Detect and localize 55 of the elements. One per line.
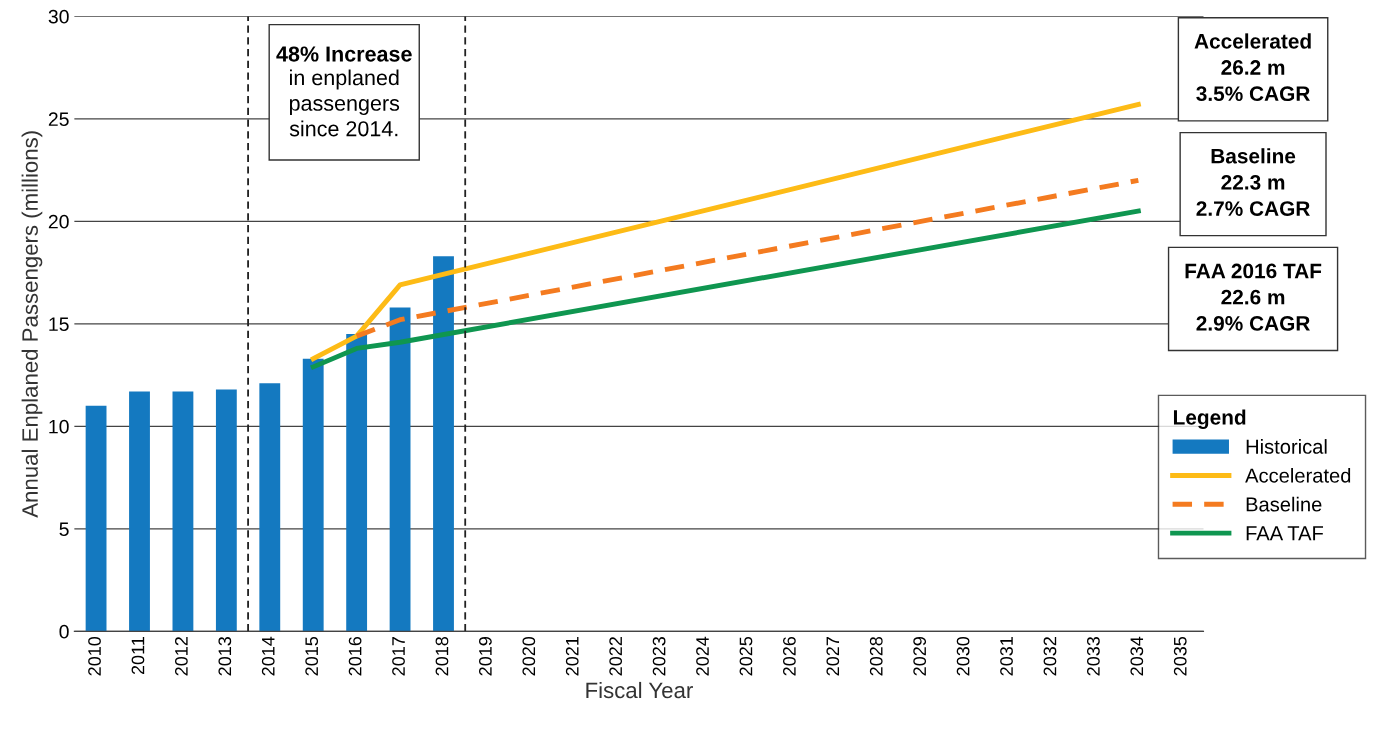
bar [215, 389, 237, 632]
x-tick-label: 2023 [652, 636, 666, 676]
x-tick-label: 2013 [218, 636, 232, 676]
x-tick-label: 2035 [1173, 636, 1187, 676]
x-tick-label: 2018 [435, 636, 449, 676]
x-tick-label: 2011 [131, 637, 145, 675]
bar [85, 405, 107, 632]
x-tick-label: 2024 [696, 636, 709, 676]
bar [129, 391, 150, 632]
x-tick-label: 2015 [305, 636, 319, 676]
x-tick-label: 2031 [1000, 637, 1013, 676]
y-tick-label: 25 [48, 112, 69, 127]
y-tick-label: 10 [49, 419, 69, 434]
y-tick-label: 5 [59, 522, 69, 537]
x-tick-label: 2016 [348, 636, 362, 676]
x-axis-title: Fiscal Year [586, 681, 693, 699]
y-axis-title: Annual Enplaned Passengers (millions) [21, 131, 43, 518]
x-tick-label: 2029 [913, 637, 927, 676]
annotation: Accelerated 26.2 m 3.5% CAGR [1194, 33, 1311, 102]
legend-label: Historical [1246, 439, 1327, 454]
bar [302, 358, 324, 632]
bar [172, 391, 194, 632]
bar [433, 256, 454, 632]
legend-title: Legend [1173, 409, 1246, 429]
x-tick-label: 2017 [392, 637, 405, 676]
annotation: in enplaned passengers since 2014. [289, 69, 400, 137]
legend-label: Accelerated [1245, 467, 1351, 483]
legend-label: FAA TAF [1246, 526, 1324, 541]
x-tick-label: 2025 [739, 636, 753, 676]
x-tick-label: 2033 [1086, 636, 1100, 676]
x-tick-label: 2026 [782, 636, 796, 676]
y-tick-label: 20 [48, 214, 69, 229]
x-tick-label: 2019 [478, 637, 492, 676]
annotation: FAA 2016 TAF 22.6 m 2.9% CAGR [1185, 263, 1322, 331]
bar [389, 307, 411, 632]
x-tick-label: 2010 [88, 636, 101, 676]
x-tick-label: 2034 [1130, 636, 1144, 676]
y-tick-label: 0 [59, 624, 69, 639]
line-series [310, 208, 1141, 370]
x-tick-label: 2012 [174, 637, 188, 676]
bar [346, 334, 368, 632]
x-tick-label: 2014 [261, 636, 275, 676]
x-tick-label: 2028 [869, 636, 883, 676]
x-tick-label: 2022 [609, 637, 623, 676]
x-tick-label: 2021 [565, 637, 579, 676]
x-tick-label: 2027 [826, 637, 840, 676]
x-tick-label: 2030 [956, 636, 970, 676]
annotation: Baseline 22.3 m 2.7% CAGR [1196, 148, 1310, 216]
y-tick-label: 30 [48, 9, 69, 24]
legend-label: Baseline [1246, 496, 1322, 512]
y-tick-label: 15 [49, 317, 69, 332]
x-tick-label: 2020 [522, 636, 536, 676]
x-tick-label: 2032 [1043, 637, 1057, 676]
annotation: 48% Increase [276, 46, 412, 62]
bar [259, 383, 281, 632]
